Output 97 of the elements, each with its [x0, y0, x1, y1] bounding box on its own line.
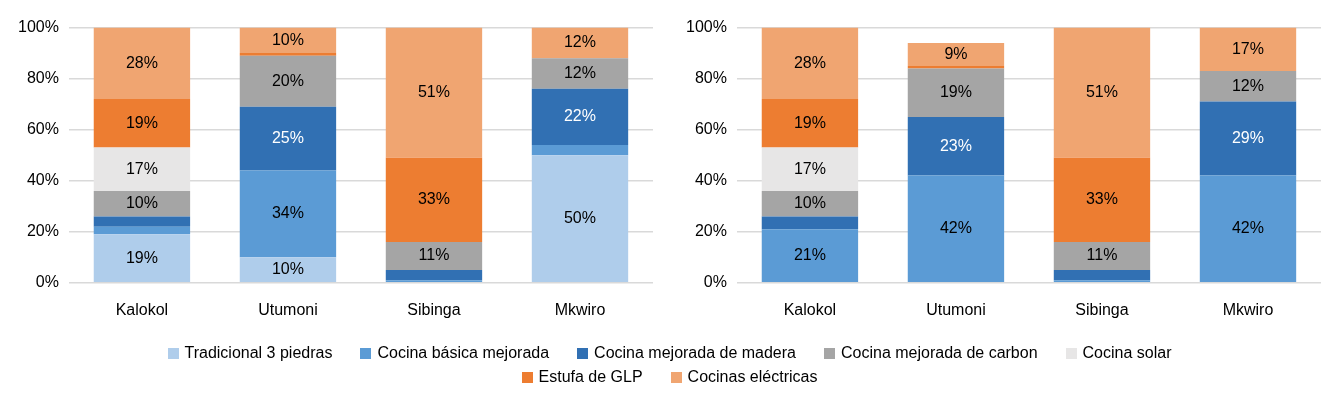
y-tick-label: 20%	[694, 222, 727, 240]
data-label: 22%	[563, 107, 597, 125]
data-label: 21%	[793, 246, 826, 264]
bar	[239, 257, 337, 283]
data-label: 28%	[125, 53, 158, 71]
x-tick-label: Sibinga	[407, 300, 461, 318]
bar	[531, 58, 629, 89]
y-tick-label: 0%	[703, 273, 727, 291]
data-label: 11%	[418, 246, 450, 264]
legend-label: Estufa de GLP	[538, 368, 643, 386]
x-tick-label: Mkwiro	[1222, 300, 1274, 318]
bar	[239, 170, 337, 258]
bar	[1199, 101, 1297, 176]
x-tick-label: Sibinga	[1075, 300, 1129, 318]
y-tick-label: 60%	[694, 120, 727, 138]
data-label: 19%	[793, 113, 826, 131]
bar	[531, 155, 629, 283]
data-label: 28%	[793, 53, 826, 71]
legend-label: Cocina mejorada de carbon	[840, 344, 1038, 362]
data-label: 42%	[939, 219, 972, 237]
legend-label: Tradicional 3 piedras	[184, 344, 333, 362]
data-label: 19%	[125, 248, 158, 266]
bar	[385, 241, 483, 271]
y-tick-label: 80%	[26, 69, 59, 87]
data-label: 19%	[125, 113, 158, 131]
data-label: 12%	[1231, 76, 1265, 94]
y-tick-label: 20%	[26, 222, 59, 240]
data-label: 29%	[1231, 129, 1265, 147]
data-label: 17%	[793, 159, 826, 177]
bar	[385, 157, 483, 242]
bar	[761, 229, 859, 283]
bar	[531, 27, 629, 59]
bar	[907, 175, 1005, 283]
data-label: 20%	[271, 71, 304, 89]
data-label: 51%	[1085, 83, 1118, 101]
y-tick-label: 60%	[26, 120, 59, 138]
bar	[93, 216, 191, 227]
data-label: 11%	[1086, 246, 1118, 264]
data-label: 33%	[1085, 190, 1118, 208]
legend-label: Cocina solar	[1082, 344, 1172, 362]
bar	[1053, 27, 1151, 158]
bar	[1199, 175, 1297, 283]
y-tick-label: 80%	[694, 69, 727, 87]
data-label: 51%	[417, 83, 450, 101]
data-label: 12%	[563, 63, 597, 81]
bar	[761, 99, 859, 148]
x-tick-label: Utumoni	[258, 300, 318, 318]
x-tick-label: Utumoni	[926, 300, 986, 318]
data-label: 10%	[271, 30, 304, 48]
data-label: 42%	[1231, 219, 1265, 237]
x-tick-label: Kalokol	[783, 300, 837, 318]
bar	[531, 88, 629, 145]
legend-label: Cocina mejorada de madera	[594, 344, 796, 362]
x-tick-label: Mkwiro	[554, 300, 606, 318]
bar	[1053, 157, 1151, 242]
bar	[93, 147, 191, 191]
data-label: 19%	[939, 83, 972, 101]
data-label: 17%	[125, 159, 158, 177]
bar	[239, 53, 337, 56]
data-label: 10%	[125, 194, 158, 212]
data-label: 50%	[563, 209, 597, 227]
data-label: 33%	[417, 190, 450, 208]
x-tick-label: Kalokol	[115, 300, 169, 318]
bar	[907, 42, 1005, 66]
y-tick-label: 0%	[35, 273, 59, 291]
bar	[93, 27, 191, 100]
legend-label: Cocina básica mejorada	[377, 344, 550, 362]
bar	[1053, 241, 1151, 271]
bar	[1199, 27, 1297, 71]
bar	[93, 226, 191, 235]
data-label: 12%	[563, 33, 597, 51]
bar	[385, 27, 483, 158]
bar	[761, 27, 859, 100]
bar	[907, 116, 1005, 176]
bar	[907, 68, 1005, 117]
data-label: 34%	[271, 204, 304, 222]
bar	[385, 270, 483, 281]
data-label: 25%	[271, 129, 304, 147]
data-label: 9%	[944, 44, 968, 62]
bar	[93, 99, 191, 148]
y-tick-label: 100%	[18, 18, 59, 36]
bar	[531, 144, 629, 156]
bar	[93, 234, 191, 283]
bar	[761, 216, 859, 230]
data-label: 17%	[1231, 39, 1265, 57]
data-label: 23%	[939, 136, 972, 154]
y-tick-label: 100%	[686, 18, 727, 36]
y-tick-label: 40%	[26, 171, 59, 189]
bar	[239, 106, 337, 171]
bar	[1053, 270, 1151, 281]
data-label: 10%	[793, 194, 826, 212]
data-label: 10%	[271, 260, 304, 278]
legend-label: Cocinas eléctricas	[687, 368, 818, 386]
bar	[1199, 70, 1297, 102]
y-tick-label: 40%	[694, 171, 727, 189]
bar	[239, 55, 337, 107]
bar	[761, 147, 859, 191]
